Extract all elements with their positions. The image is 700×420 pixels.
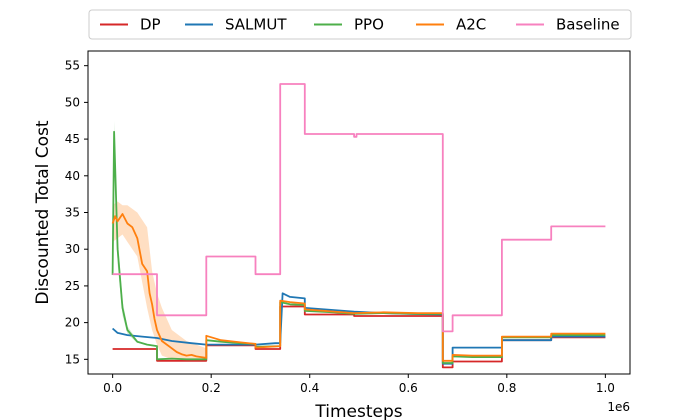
x-tick-label: 0.6 xyxy=(399,381,418,395)
legend-label-salmut: SALMUT xyxy=(225,16,287,34)
x-tick-label: 1.0 xyxy=(596,381,615,395)
y-axis-label: Discounted Total Cost xyxy=(33,120,53,305)
x-axis-ticks: 0.0 0.2 0.4 0.6 0.8 1.0 xyxy=(103,374,615,395)
legend-box xyxy=(88,9,632,40)
y-tick-label: 45 xyxy=(65,132,80,146)
series-line-baseline xyxy=(112,83,606,333)
confidence-bands xyxy=(112,120,207,362)
x-tick-label: 0.0 xyxy=(103,381,122,395)
x-tick-label: 0.4 xyxy=(300,381,319,395)
x-tick-label: 0.8 xyxy=(497,381,516,395)
y-tick-label: 20 xyxy=(65,316,80,330)
y-tick-label: 25 xyxy=(65,279,80,293)
y-tick-label: 55 xyxy=(65,59,80,73)
legend: DP SALMUT PPO A2C Baseline xyxy=(88,9,632,40)
y-tick-label: 30 xyxy=(65,242,80,256)
y-tick-label: 40 xyxy=(65,169,80,183)
band-a2c xyxy=(112,201,207,362)
x-axis-offset-label: 1e6 xyxy=(607,400,630,414)
series-line-salmut xyxy=(112,292,606,365)
legend-label-dp: DP xyxy=(140,16,161,34)
y-tick-label: 35 xyxy=(65,206,80,220)
series-line-a2c xyxy=(111,213,606,362)
series-line-ppo xyxy=(111,130,606,364)
y-tick-label: 50 xyxy=(65,95,80,109)
y-axis-ticks: 15 20 25 30 35 40 45 50 55 xyxy=(65,59,88,366)
legend-label-ppo: PPO xyxy=(354,16,384,34)
x-tick-label: 0.2 xyxy=(202,381,221,395)
x-axis-label: Timesteps xyxy=(314,402,402,420)
legend-label-baseline: Baseline xyxy=(556,16,620,34)
y-tick-label: 15 xyxy=(65,352,80,366)
series-lines xyxy=(111,83,606,369)
legend-label-a2c: A2C xyxy=(456,16,486,34)
